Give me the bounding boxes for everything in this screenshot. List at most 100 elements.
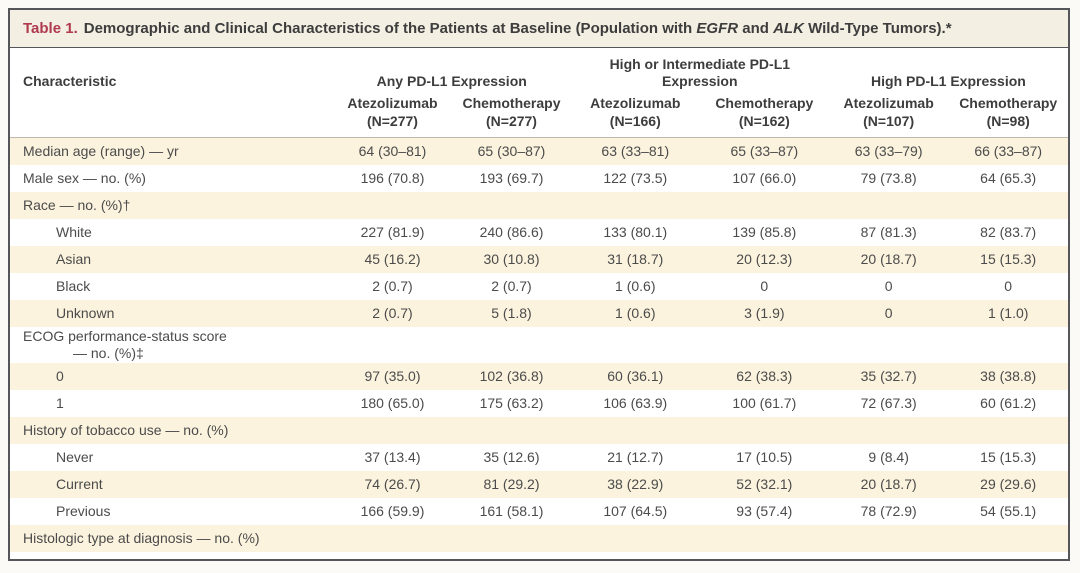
value-cell: 166 (59.9)	[360, 502, 425, 519]
drug-name: Atezolizumab	[590, 94, 681, 111]
value-cell	[571, 327, 700, 363]
value-cell: 79 (73.8)	[860, 170, 917, 187]
drug-name: Chemotherapy	[462, 94, 561, 111]
row-label: Unknown	[56, 305, 115, 322]
value-cell: 20 (12.3)	[736, 251, 793, 268]
value-cell	[948, 327, 1068, 363]
value-cell: 97 (35.0)	[364, 367, 421, 384]
value-cell: 17 (10.5)	[736, 448, 793, 465]
value-cell: 20 (18.7)	[860, 475, 917, 492]
group-header-row: Characteristic Any PD-L1 Expression High…	[10, 48, 1068, 91]
value-cell: 0	[760, 278, 769, 295]
row-label: Nonsquamous	[10, 552, 333, 559]
value-cell: 87 (81.3)	[860, 224, 917, 241]
row-ecog-1: 1 180 (65.0) 175 (63.2) 106 (63.9) 100 (…	[10, 389, 1068, 417]
value-cell: 64 (65.3)	[980, 170, 1037, 187]
value-cell	[829, 327, 949, 363]
value-cell	[571, 417, 700, 444]
row-label: Never	[56, 448, 94, 465]
row-tobacco-header: History of tobacco use — no. (%)	[10, 416, 1068, 444]
row-label-line1: ECOG performance-status score	[23, 327, 227, 344]
value-cell: 180 (65.0)	[360, 394, 425, 411]
value-cell	[700, 417, 829, 444]
col-header-spacer	[10, 90, 333, 138]
value-cell	[829, 192, 949, 219]
sample-size: (N=107)	[863, 112, 915, 129]
value-cell: 2 (0.7)	[491, 278, 532, 295]
drug-name: Chemotherapy	[959, 94, 1058, 111]
row-race-unknown: Unknown 2 (0.7) 5 (1.8) 1 (0.6) 3 (1.9) …	[10, 299, 1068, 327]
value-cell	[829, 525, 949, 552]
value-cell: 1 (1.0)	[987, 305, 1029, 322]
value-cell: 60 (36.1)	[607, 367, 664, 384]
value-cell: 37 (13.4)	[364, 448, 421, 465]
sample-size: (N=162)	[738, 112, 790, 129]
value-cell: 2 (0.7)	[372, 305, 413, 322]
value-cell: 31 (18.7)	[607, 251, 664, 268]
row-histology-nonsquamous: Nonsquamous 192 (69.3) 193 (69.7) 122 (7…	[10, 551, 1068, 559]
row-label: 1	[56, 394, 64, 411]
value-cell	[700, 327, 829, 363]
gene-egfr: EGFR	[696, 20, 739, 37]
title-text-mid: and	[738, 20, 774, 37]
value-cell: 102 (36.8)	[479, 367, 544, 384]
row-label: Median age (range) — yr	[23, 143, 179, 160]
value-cell: 0	[884, 305, 893, 322]
row-race-black: Black 2 (0.7) 2 (0.7) 1 (0.6) 0 0 0	[10, 272, 1068, 300]
col-header-characteristic: Characteristic	[23, 72, 117, 89]
value-cell: 193 (69.7)	[479, 170, 544, 187]
value-cell: 196 (70.8)	[360, 170, 425, 187]
value-cell: 72 (67.3)	[860, 394, 917, 411]
value-cell: 93 (57.4)	[736, 502, 793, 519]
value-cell: 133 (80.1)	[603, 224, 668, 241]
value-cell: 65 (30–87)	[477, 143, 546, 160]
drug-name: Atezolizumab	[843, 94, 934, 111]
value-cell: 29 (29.6)	[980, 475, 1037, 492]
value-cell	[333, 192, 453, 219]
value-cell: 62 (38.3)	[736, 367, 793, 384]
col-header-chemotherapy-high-intermediate: Chemotherapy (N=162)	[699, 90, 829, 138]
row-label: Male sex — no. (%)	[23, 170, 146, 187]
value-cell: 161 (58.1)	[479, 502, 544, 519]
row-label: Current	[56, 475, 103, 492]
value-cell: 122 (73.5)	[603, 170, 668, 187]
title-text-pre: Demographic and Clinical Characteristics…	[83, 20, 697, 37]
value-cell: 63 (33–81)	[601, 143, 670, 160]
value-cell: 100 (61.7)	[732, 394, 797, 411]
row-ecog-0: 0 97 (35.0) 102 (36.8) 60 (36.1) 62 (38.…	[10, 362, 1068, 390]
group-header-high-pdl1: High PD-L1 Expression	[871, 72, 1026, 89]
value-cell: 107 (66.0)	[732, 170, 797, 187]
row-tobacco-never: Never 37 (13.4) 35 (12.6) 21 (12.7) 17 (…	[10, 443, 1068, 471]
value-cell: 35 (12.6)	[483, 448, 540, 465]
value-cell: 54 (55.1)	[980, 502, 1037, 519]
value-cell: 78 (72.9)	[860, 502, 917, 519]
value-cell: 52 (32.1)	[736, 475, 793, 492]
value-cell: 15 (15.3)	[980, 448, 1037, 465]
value-cell	[333, 417, 453, 444]
table-header: Characteristic Any PD-L1 Expression High…	[10, 48, 1068, 138]
value-cell	[700, 525, 829, 552]
value-cell: 1 (0.6)	[615, 278, 656, 295]
value-cell	[452, 192, 570, 219]
value-cell: 35 (32.7)	[860, 367, 917, 384]
sample-size: (N=98)	[986, 112, 1030, 129]
characteristics-table: Characteristic Any PD-L1 Expression High…	[10, 48, 1068, 559]
value-cell	[948, 417, 1068, 444]
value-cell	[452, 327, 570, 363]
row-label: Histologic type at diagnosis — no. (%)	[23, 529, 260, 546]
value-cell	[571, 192, 700, 219]
value-cell: 139 (85.8)	[732, 224, 797, 241]
value-cell: 3 (1.9)	[744, 305, 785, 322]
row-ecog-header: ECOG performance-status score — no. (%)‡	[10, 326, 1068, 363]
row-race-asian: Asian 45 (16.2) 30 (10.8) 31 (18.7) 20 (…	[10, 245, 1068, 273]
value-cell: 106 (63.9)	[603, 394, 668, 411]
col-header-atezolizumab-high: Atezolizumab (N=107)	[828, 90, 949, 138]
value-cell: 74 (26.7)	[364, 475, 421, 492]
value-cell	[829, 417, 949, 444]
row-label: White	[56, 224, 92, 241]
table-number: Table 1.	[23, 20, 78, 37]
drug-name: Atezolizumab	[347, 94, 438, 111]
row-tobacco-previous: Previous 166 (59.9) 161 (58.1) 107 (64.5…	[10, 497, 1068, 525]
col-header-chemotherapy-any: Chemotherapy (N=277)	[452, 90, 571, 138]
